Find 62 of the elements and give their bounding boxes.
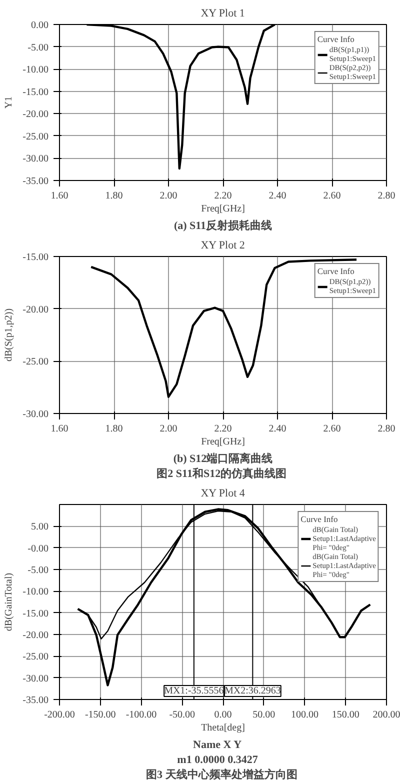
x-tick-label: 2.60 bbox=[323, 190, 341, 202]
x-tick-label: 1.60 bbox=[50, 424, 68, 434]
x-tick-label: 2.20 bbox=[214, 424, 232, 434]
x-axis-title: Theta[deg] bbox=[201, 722, 245, 734]
y-tick-label: -30.00 bbox=[22, 673, 49, 684]
x-tick-label: 2.40 bbox=[268, 424, 286, 434]
x-axis-title: Freq[GHz] bbox=[201, 436, 245, 448]
x-tick-label: 50.00 bbox=[252, 710, 276, 720]
text: m1 0.0000 0.3427 bbox=[177, 754, 258, 766]
y-tick-label: -0.00 bbox=[28, 543, 49, 554]
y-tick-label: -35.00 bbox=[22, 176, 49, 187]
x-tick-label: 2.40 bbox=[268, 190, 286, 202]
legend-title: Curve Info bbox=[300, 514, 339, 524]
y-axis-title: Y1 bbox=[4, 96, 15, 109]
y-tick-label: -5.00 bbox=[28, 565, 49, 576]
text: (b) S12端口隔离曲线 bbox=[173, 452, 273, 465]
y-tick-label: -35.00 bbox=[22, 695, 49, 706]
chart-title: XY Plot 4 bbox=[200, 488, 246, 500]
y-tick-label: -5.00 bbox=[28, 42, 49, 54]
x-tick-label: 2.00 bbox=[160, 424, 178, 434]
y-tick-label: -10.00 bbox=[22, 64, 49, 76]
legend-title: Curve Info bbox=[317, 34, 356, 44]
y-tick-label: -30.00 bbox=[22, 154, 49, 165]
x-tick-label: 2.00 bbox=[160, 190, 178, 202]
x-tick-label: 1.80 bbox=[105, 190, 123, 202]
y-axis-title: dB(S(p1,p2)) bbox=[4, 308, 15, 362]
y-tick-label: -20.00 bbox=[22, 630, 49, 641]
x-tick-label: 0.00 bbox=[214, 710, 232, 720]
y-tick-label: 5.00 bbox=[31, 522, 48, 533]
x-axis-title: Freq[GHz] bbox=[201, 204, 245, 214]
x-tick-label: 2.80 bbox=[378, 424, 396, 434]
chart-title: XY Plot 1 bbox=[200, 8, 245, 20]
x-tick-label: 2.20 bbox=[214, 190, 232, 202]
caption: 图2 S11和S12的仿真曲线图 bbox=[156, 467, 287, 480]
caption: 图3 天线中心频率处增益方向图 bbox=[146, 768, 298, 781]
x-tick-label: 100.00 bbox=[291, 710, 318, 720]
text: Name X Y bbox=[193, 739, 242, 751]
y-tick-label: 0.00 bbox=[31, 20, 48, 31]
x-tick-label: -200.00 bbox=[44, 710, 75, 720]
x-tick-label: 150.00 bbox=[332, 710, 360, 720]
y-tick-label: -25.00 bbox=[22, 131, 49, 142]
y-tick-label: -25.00 bbox=[22, 652, 49, 663]
y-tick-label: -25.00 bbox=[22, 356, 49, 368]
x-tick-label: 2.60 bbox=[323, 424, 341, 434]
x-tick-label: 1.60 bbox=[50, 190, 68, 202]
y-tick-label: -15.00 bbox=[22, 86, 49, 98]
y-tick-label: -20.00 bbox=[22, 304, 49, 316]
y-tick-label: -10.00 bbox=[22, 586, 49, 598]
y-axis-title: dB(GainTotal) bbox=[4, 572, 15, 632]
legend-title: Curve Info bbox=[317, 266, 356, 276]
text: (a) S11反射损耗曲线 bbox=[174, 219, 272, 232]
chart-title: XY Plot 2 bbox=[200, 240, 245, 252]
x-tick-label: -50.00 bbox=[169, 710, 196, 720]
x-tick-label: 2.80 bbox=[378, 190, 396, 202]
x-tick-label: 1.80 bbox=[105, 424, 123, 434]
y-tick-label: -15.00 bbox=[22, 608, 49, 620]
x-tick-label: -100.00 bbox=[126, 710, 157, 720]
y-tick-label: -30.00 bbox=[22, 409, 49, 420]
x-tick-label: -150.00 bbox=[84, 710, 116, 720]
x-tick-label: 200.00 bbox=[372, 710, 400, 720]
y-tick-label: -15.00 bbox=[22, 252, 49, 263]
y-tick-label: -20.00 bbox=[22, 109, 49, 120]
